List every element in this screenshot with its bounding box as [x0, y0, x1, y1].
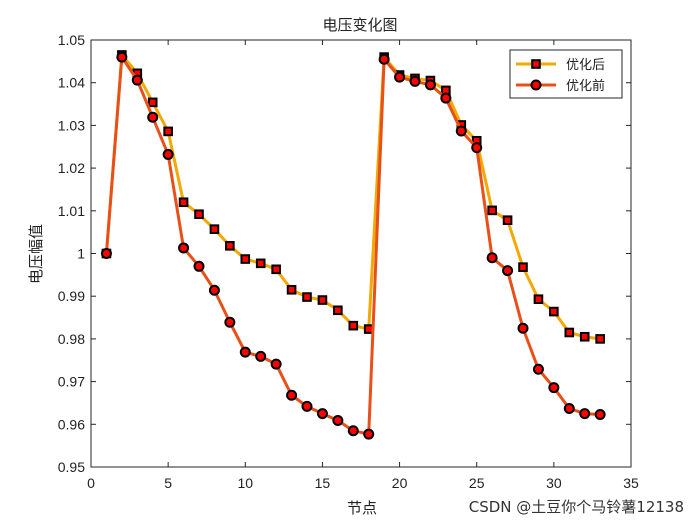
series-1-point-0 — [100, 248, 112, 259]
series-1-point-21 — [424, 79, 436, 91]
series-1-point-30 — [563, 403, 575, 415]
series-1-point-28 — [532, 363, 544, 375]
series-1-point-3 — [147, 111, 159, 123]
y-axis-title: 电压幅值 — [27, 224, 45, 284]
series-1-point-17 — [363, 428, 375, 440]
series-1-point-29 — [548, 382, 560, 394]
series-1-point-12 — [286, 389, 298, 401]
series-1-point-4 — [162, 148, 174, 160]
series-0-point-4 — [163, 126, 173, 137]
series-0-point-11 — [271, 264, 281, 275]
series-0-point-26 — [502, 215, 513, 225]
y-tick-label: 1.02 — [58, 160, 85, 176]
y-tick-label: 0.97 — [58, 374, 85, 390]
y-tick-label: 0.95 — [58, 459, 85, 475]
chart-title: 电压变化图 — [322, 16, 397, 34]
series-0-point-6 — [194, 209, 204, 220]
y-tick-label: 0.99 — [58, 288, 85, 304]
y-tick-label: 1 — [77, 246, 85, 262]
series-0-point-32 — [595, 334, 605, 344]
series-1-point-31 — [579, 408, 591, 420]
series-0-point-7 — [209, 224, 220, 234]
series-1-point-2 — [131, 74, 143, 86]
x-tick-label: 30 — [546, 475, 562, 491]
series-0-point-3 — [147, 97, 158, 108]
series-1-point-27 — [517, 322, 529, 334]
series-0-point-28 — [533, 294, 544, 304]
legend-label-1: 优化前 — [566, 78, 605, 94]
series-0-point-8 — [225, 241, 235, 251]
y-tick-label: 1.03 — [58, 117, 85, 133]
x-tick-label: 15 — [315, 475, 331, 491]
series-1-point-32 — [594, 408, 606, 420]
series-1-point-8 — [224, 316, 236, 328]
series-1-point-1 — [116, 51, 128, 63]
y-tick-label: 0.98 — [58, 331, 85, 347]
series-0-point-16 — [348, 320, 359, 331]
x-axis-title: 节点 — [347, 499, 377, 517]
series-1-point-9 — [239, 346, 251, 358]
series-0-point-31 — [579, 331, 590, 342]
y-tick-label: 0.96 — [58, 416, 85, 432]
series-layer — [100, 50, 606, 440]
series-1-point-26 — [502, 265, 514, 277]
series-legend-1-point-0 — [530, 79, 542, 91]
series-0-point-29 — [549, 306, 559, 317]
series-1-point-6 — [193, 260, 205, 272]
x-tick-label: 25 — [469, 475, 485, 491]
plot-area — [90, 39, 632, 468]
legend-item-1: 优化前 — [516, 78, 605, 94]
legend-box — [509, 49, 623, 99]
series-1-point-7 — [208, 284, 220, 296]
watermark: CSDN @土豆你个马铃薯12138 — [469, 498, 684, 516]
series-0-point-10 — [255, 258, 266, 269]
series-1-point-20 — [409, 75, 421, 87]
y-tick-label: 1.04 — [58, 75, 85, 91]
series-1-point-10 — [255, 350, 267, 362]
series-1-point-19 — [394, 71, 406, 83]
series-0-point-9 — [240, 254, 251, 264]
series-legend-0-point-0 — [531, 59, 541, 69]
x-tick-label: 10 — [237, 475, 253, 491]
series-0-point-27 — [518, 262, 528, 272]
series-0-point-13 — [302, 292, 312, 302]
series-1-point-15 — [332, 414, 344, 426]
series-1-point-18 — [378, 53, 390, 65]
series-1 — [100, 51, 606, 440]
series-0-point-30 — [564, 327, 575, 338]
series-0-point-12 — [286, 284, 297, 295]
series-1-point-23 — [455, 125, 467, 137]
series-1-point-16 — [347, 425, 359, 437]
series-0-point-5 — [178, 197, 189, 208]
series-0-point-25 — [487, 205, 497, 216]
series-1-point-11 — [270, 358, 282, 370]
x-tick-label: 5 — [164, 475, 172, 491]
x-tick-label: 35 — [623, 475, 639, 491]
series-1-point-5 — [178, 242, 190, 254]
series-1-point-25 — [486, 252, 498, 264]
series-0-point-17 — [363, 324, 374, 334]
series-1-point-22 — [440, 92, 452, 104]
y-tick-label: 1.01 — [58, 203, 85, 219]
y-tick-label: 1.05 — [58, 32, 85, 48]
series-1-point-24 — [471, 142, 483, 154]
series-1-point-14 — [316, 408, 328, 420]
ticks-layer: 0 5 10 15 20 25 30 35 0.95 0.96 0.97 0.98 0.99 1 1.01 1… — [58, 32, 639, 491]
series-0-point-15 — [333, 305, 343, 316]
x-tick-label: 20 — [392, 475, 408, 491]
series-0-point-14 — [317, 295, 328, 305]
legend-label-0: 优化后 — [566, 58, 605, 73]
series-1-point-13 — [301, 400, 313, 412]
x-tick-label: 0 — [87, 475, 95, 491]
legend-item-0: 优化后 — [516, 58, 605, 73]
